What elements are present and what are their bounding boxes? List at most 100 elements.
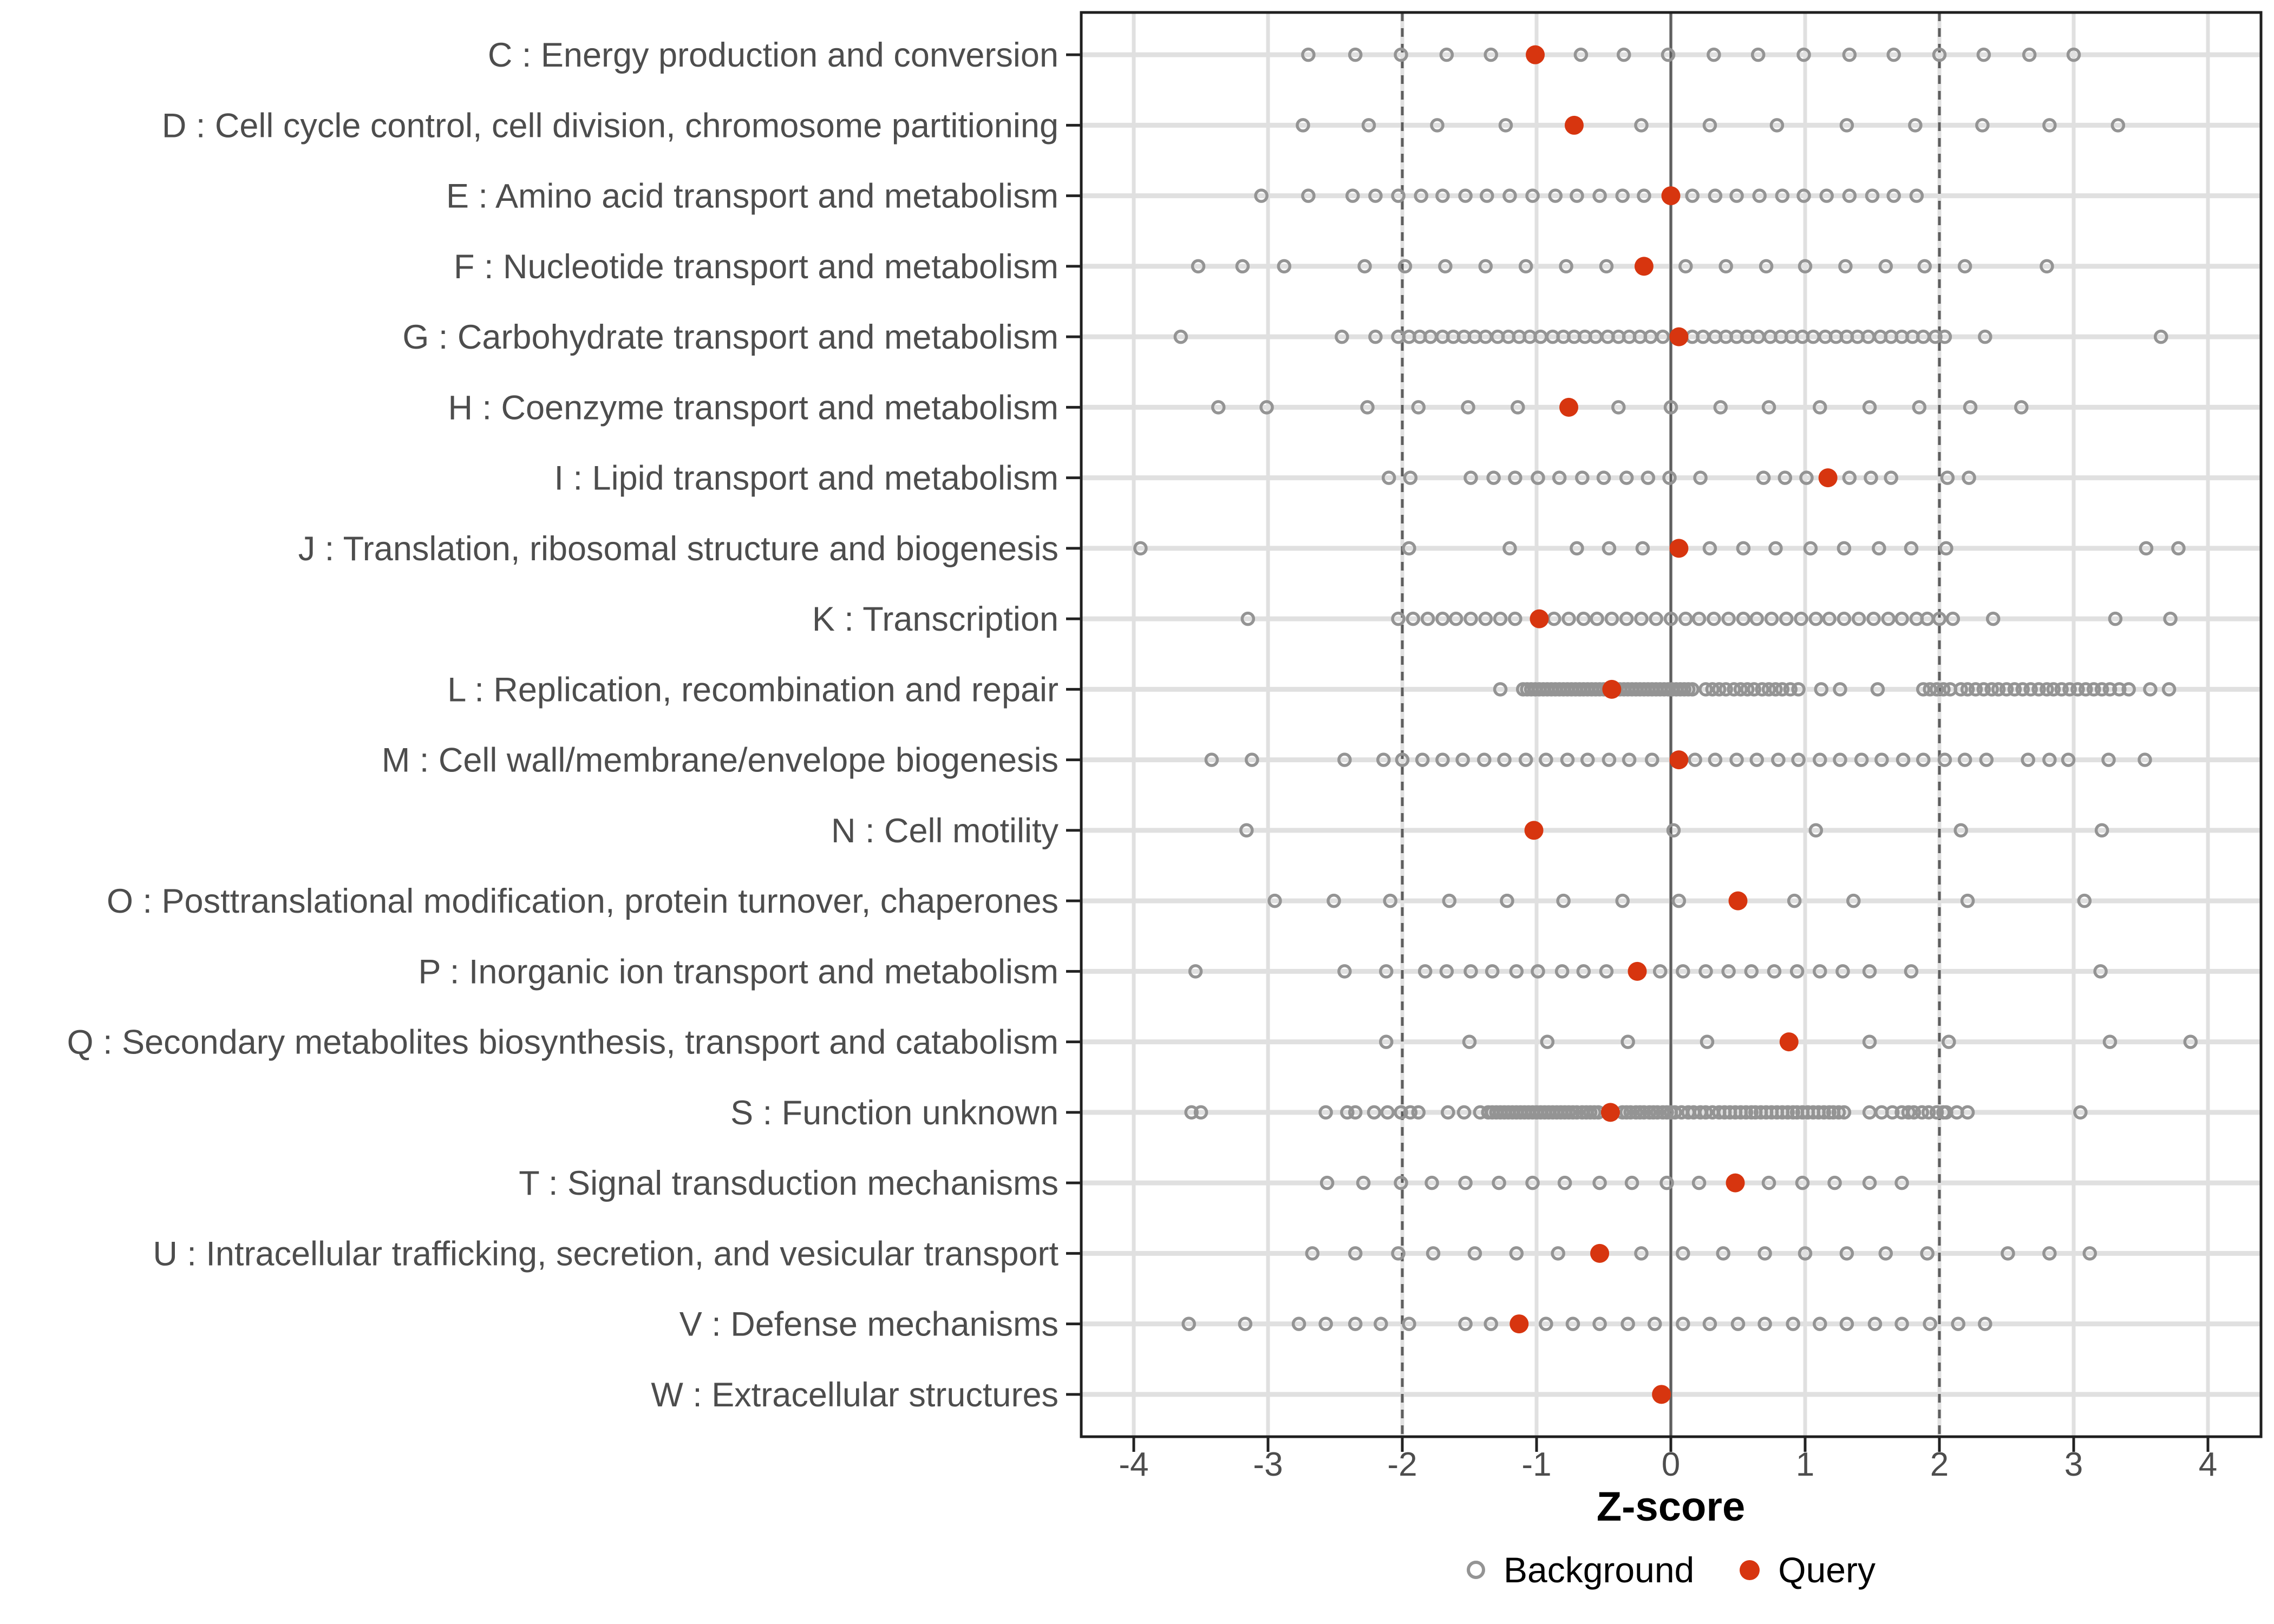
background-point: [1356, 1175, 1371, 1190]
query-point: [1530, 609, 1549, 628]
background-point: [1525, 1175, 1540, 1190]
background-point: [2042, 1246, 2057, 1261]
background-point: [1655, 329, 1670, 344]
background-point: [1615, 188, 1630, 203]
background-point: [1565, 1317, 1580, 1331]
background-point: [1340, 1105, 1355, 1120]
background-point: [1691, 611, 1707, 626]
background-point: [1908, 118, 1923, 133]
background-point: [1376, 752, 1391, 767]
background-point: [1402, 541, 1416, 556]
background-point: [1414, 188, 1428, 203]
background-point: [1862, 1034, 1877, 1049]
background-point: [1736, 611, 1751, 626]
background-point: [1838, 259, 1853, 274]
query-point: [1602, 679, 1622, 699]
background-point: [2040, 682, 2054, 697]
background-point: [1668, 1105, 1682, 1120]
background-point: [1914, 1105, 1930, 1120]
background-point: [1592, 1175, 1607, 1190]
background-point: [1787, 893, 1802, 908]
query-point: [1669, 539, 1689, 558]
background-point: [1759, 259, 1774, 274]
legend-item-query: Query: [1740, 1549, 1876, 1590]
x-tick-label: -4: [1119, 1446, 1148, 1483]
background-point: [1999, 682, 2014, 697]
background-point: [1181, 1317, 1196, 1331]
background-point: [1478, 611, 1493, 626]
background-point: [1796, 188, 1811, 203]
background-point: [1839, 118, 1854, 133]
background-point: [1435, 752, 1450, 767]
background-point: [1599, 964, 1614, 979]
background-point: [1698, 682, 1713, 697]
background-point: [1663, 400, 1678, 415]
background-point: [1557, 1175, 1572, 1190]
x-tick-label: -2: [1387, 1446, 1417, 1483]
background-point: [1718, 259, 1733, 274]
background-point: [1211, 400, 1226, 415]
background-point: [1831, 1105, 1846, 1120]
background-point: [1916, 682, 1931, 697]
query-point: [1564, 115, 1584, 135]
background-point: [1395, 752, 1410, 767]
background-point: [1789, 964, 1805, 979]
background-point: [1885, 1105, 1900, 1120]
background-point: [1133, 541, 1148, 556]
query-point: [1728, 891, 1748, 911]
y-axis-label: H : Coenzyme transport and metabolism: [448, 389, 1058, 427]
background-point: [1693, 470, 1708, 485]
background-point: [1573, 47, 1589, 62]
background-point: [1509, 1246, 1524, 1261]
background-point: [1896, 752, 1911, 767]
background-point: [1318, 1105, 1333, 1120]
background-point: [2001, 1246, 2015, 1261]
query-point: [1669, 750, 1689, 770]
background-point: [1378, 1034, 1394, 1049]
background-point: [1500, 893, 1514, 908]
background-point: [2143, 682, 2158, 697]
background-point: [2022, 47, 2037, 62]
background-point: [1702, 541, 1717, 556]
background-point: [1511, 400, 1525, 415]
background-point: [2153, 329, 2168, 344]
background-point: [1685, 188, 1700, 203]
background-point: [2138, 752, 2152, 767]
background-point: [1798, 1246, 1813, 1261]
background-point: [1556, 893, 1571, 908]
legend-item-background: Background: [1467, 1549, 1694, 1590]
background-point: [1939, 541, 1953, 556]
background-point: [1477, 752, 1492, 767]
background-point: [2062, 682, 2077, 697]
background-point: [1508, 470, 1522, 485]
background-point: [1463, 611, 1478, 626]
background-point: [1291, 1317, 1306, 1331]
background-point: [1560, 752, 1575, 767]
background-point: [2161, 682, 2177, 697]
background-point: [1985, 611, 2001, 626]
y-axis-label: U : Intracellular trafficking, secretion…: [153, 1235, 1058, 1273]
background-point: [1411, 400, 1426, 415]
background-point: [2108, 611, 2123, 626]
background-point: [1768, 682, 1783, 697]
background-point: [1348, 1317, 1363, 1331]
background-point: [1813, 752, 1827, 767]
background-point: [2015, 682, 2030, 697]
background-point: [1929, 1105, 1944, 1120]
y-axis-label: V : Defense mechanisms: [679, 1306, 1058, 1344]
background-point: [1327, 893, 1341, 908]
background-point: [1493, 611, 1508, 626]
background-point: [2094, 682, 2109, 697]
background-point: [2079, 682, 2093, 697]
background-point: [1794, 611, 1808, 626]
background-point: [1435, 611, 1450, 626]
background-point: [1676, 1317, 1690, 1331]
background-point: [1596, 470, 1611, 485]
background-point: [1932, 611, 1947, 626]
background-point: [1592, 188, 1607, 203]
background-point: [1676, 964, 1690, 979]
y-axis-label: Q : Secondary metabolites biosynthesis, …: [67, 1024, 1058, 1062]
background-point: [1729, 752, 1744, 767]
background-point: [2042, 118, 2057, 133]
background-point: [1619, 611, 1634, 626]
